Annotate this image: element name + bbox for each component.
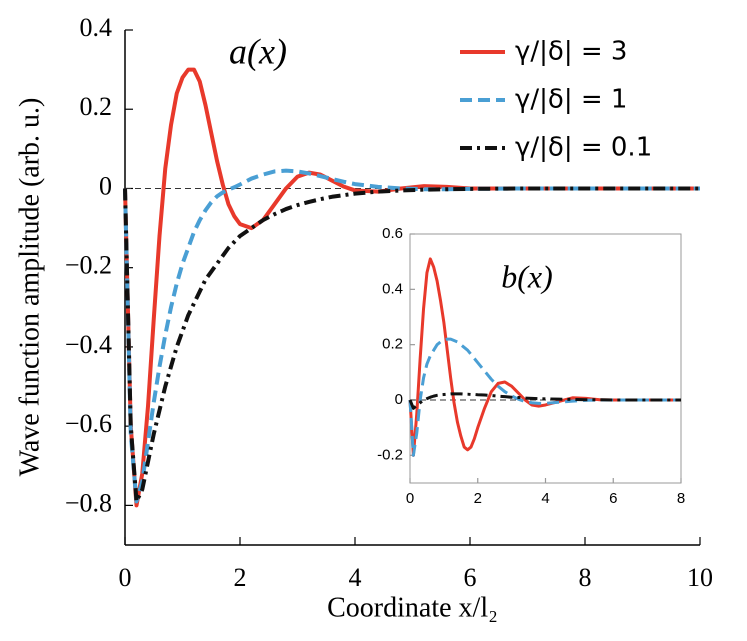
y-tick-label: 0.4 xyxy=(80,13,113,42)
series-line xyxy=(408,337,681,457)
annotation: b(x) xyxy=(501,258,553,294)
x-tick-label: 4 xyxy=(349,563,362,592)
x-tick-label: 10 xyxy=(687,563,713,592)
y-tick-label: −0.6 xyxy=(65,409,112,438)
legend-label: γ/|δ| = 0.1 xyxy=(515,133,652,163)
x-tick-label: 0 xyxy=(119,563,132,592)
series-line xyxy=(123,186,700,504)
x-tick-label: 6 xyxy=(464,563,477,592)
y-tick-label: 0.6 xyxy=(382,225,403,242)
y-axis-label: Wave function amplitude (arb. u.) xyxy=(14,98,45,477)
plot-frame xyxy=(409,233,682,484)
x-tick-label: 0 xyxy=(406,490,414,507)
legend-label: γ/|δ| = 3 xyxy=(515,37,627,67)
y-tick-label: −0.4 xyxy=(65,330,112,359)
y-tick-label: 0 xyxy=(395,391,403,408)
y-tick-label: −0.8 xyxy=(65,488,112,517)
x-tick-label: 2 xyxy=(234,563,247,592)
annotation: a(x) xyxy=(229,31,287,71)
x-tick-label: 8 xyxy=(579,563,592,592)
y-tick-label: 0.2 xyxy=(382,336,403,353)
x-tick-label: 6 xyxy=(609,490,617,507)
x-tick-label: 2 xyxy=(474,490,482,507)
y-tick-label: 0.4 xyxy=(382,280,403,297)
y-tick-label: 0 xyxy=(99,171,112,200)
series-line xyxy=(408,392,681,410)
y-tick-label: 0.2 xyxy=(80,92,113,121)
legend-label: γ/|δ| = 1 xyxy=(515,85,627,115)
x-tick-label: 4 xyxy=(541,490,549,507)
y-tick-label: −0.2 xyxy=(65,251,112,280)
x-axis-label: Coordinate x/l₂ xyxy=(327,592,498,623)
y-tick-label: -0.2 xyxy=(377,446,403,463)
x-tick-label: 8 xyxy=(677,490,685,507)
